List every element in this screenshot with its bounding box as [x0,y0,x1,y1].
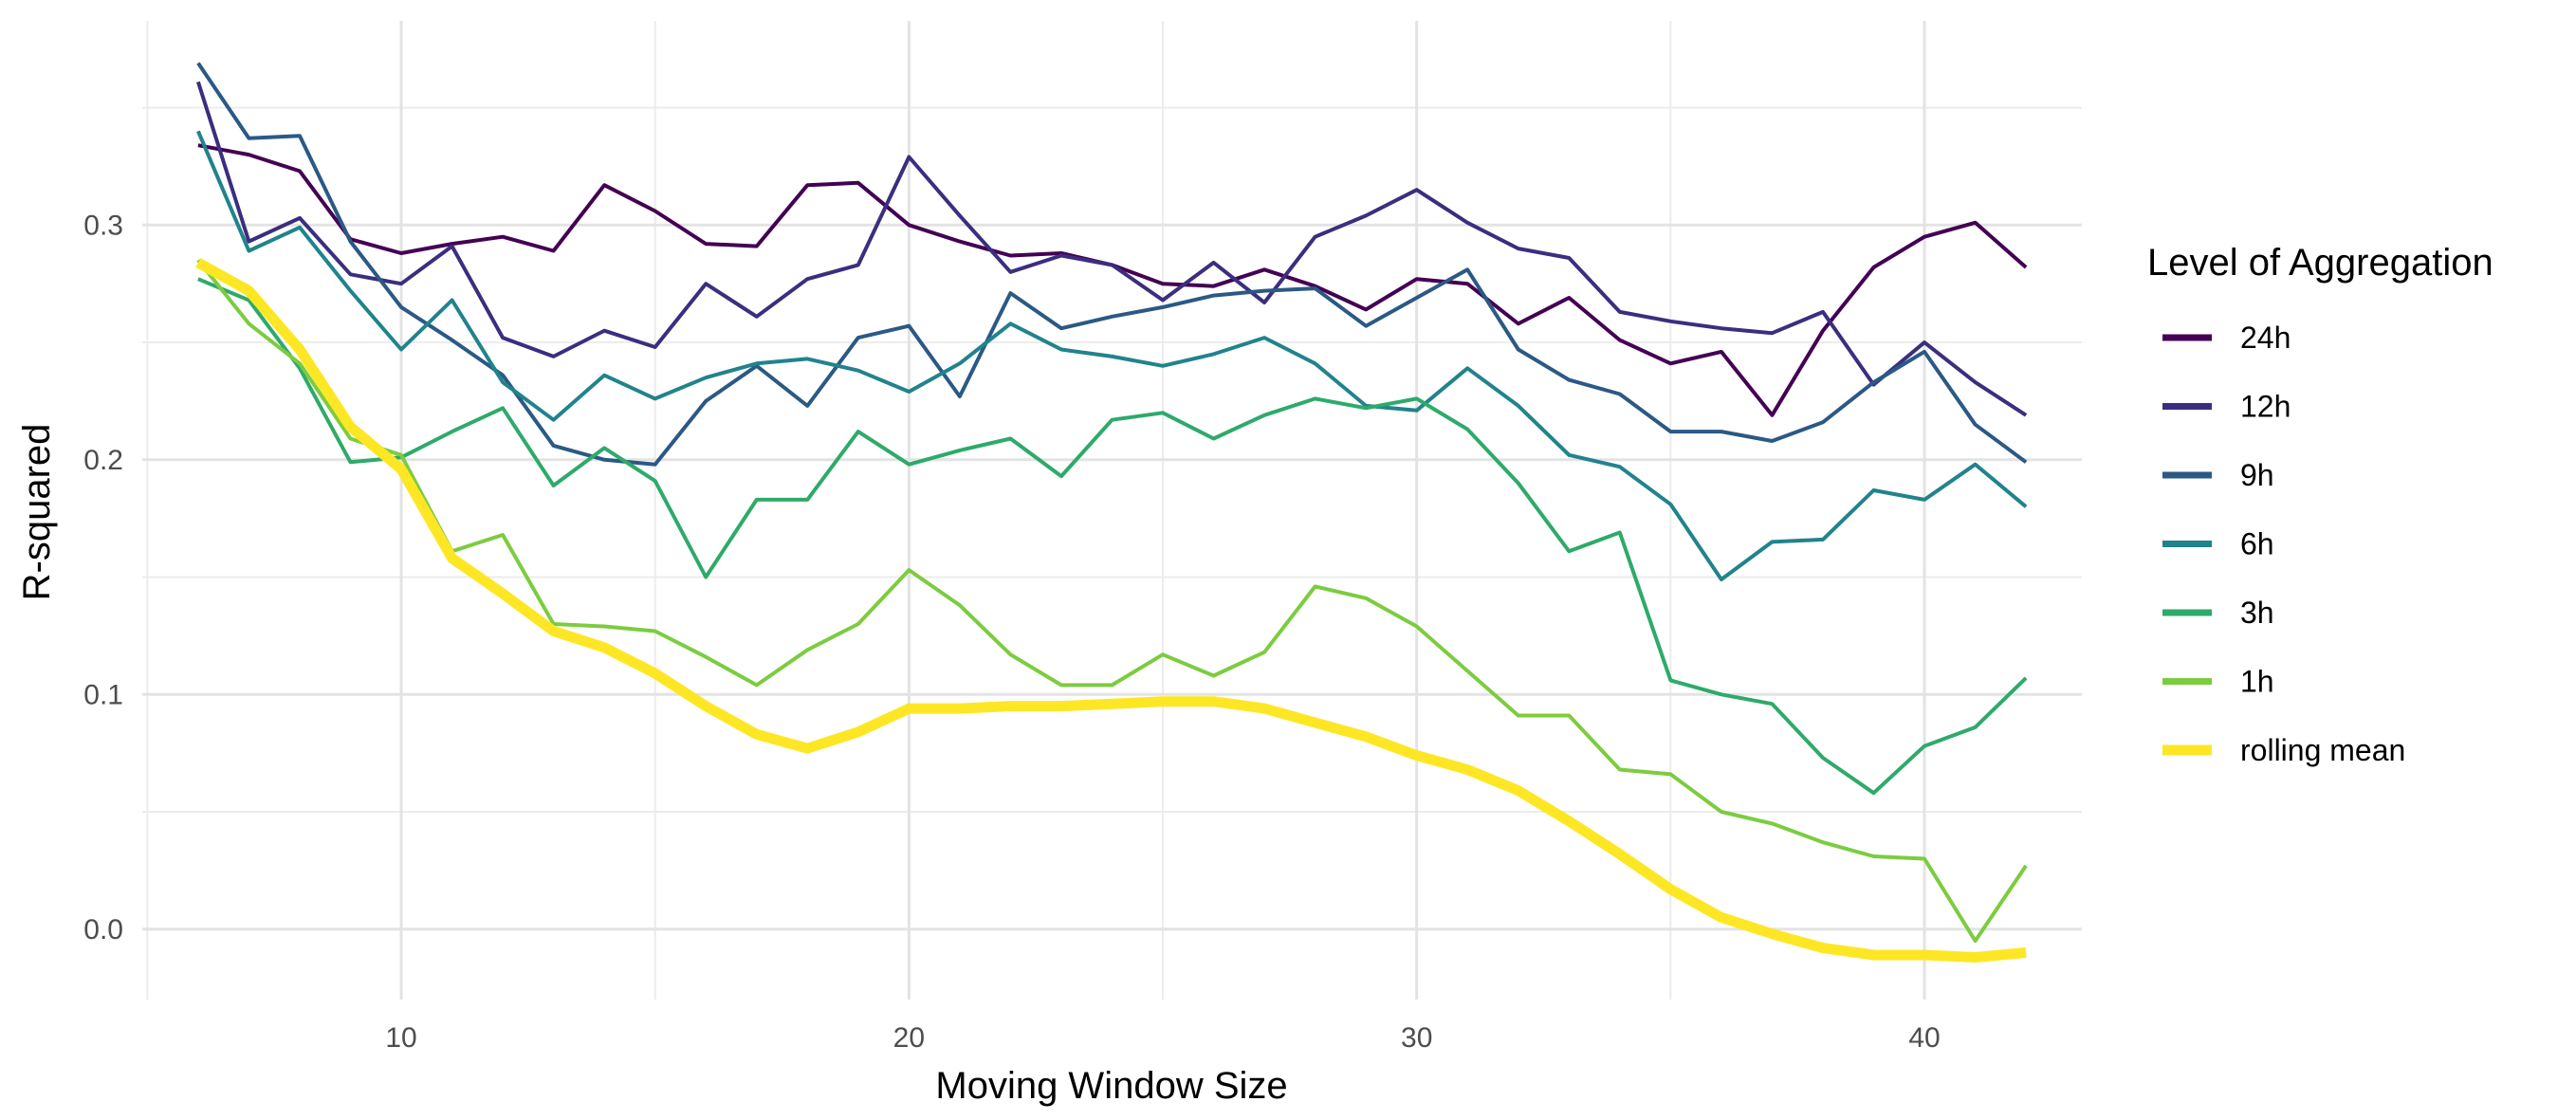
y-axis-title: R-squared [16,424,58,601]
legend-label-1h: 1h [2240,665,2274,699]
minor-gridlines [142,21,2082,1000]
legend-label-12h: 12h [2240,390,2291,424]
series-line-6h [196,130,2028,581]
x-axis-tick-labels: 10 20 30 40 [385,1022,1940,1054]
x-tick-label: 10 [385,1022,416,1054]
legend-label-9h: 9h [2240,458,2274,492]
major-gridlines [142,21,2082,1000]
series-line-1h [196,259,2028,944]
y-tick-label: 0.0 [83,914,123,946]
x-tick-label: 30 [1401,1022,1432,1054]
x-axis-title: Moving Window Size [935,1065,1287,1107]
legend-label-24h: 24h [2240,321,2291,355]
series-line-9h [196,62,2028,467]
series-line-rolling-mean [195,258,2027,963]
y-tick-label: 0.2 [83,445,123,476]
series-line-3h [197,277,2028,796]
y-tick-label: 0.1 [83,679,123,710]
legend: Level of Aggregation 24h 12h 9h 6h 3h 1h rolli… [2147,242,2493,767]
legend-title: Level of Aggregation [2147,242,2493,284]
y-tick-label: 0.3 [83,210,123,241]
series-lines [195,62,2028,963]
legend-items: 24h 12h 9h 6h 3h 1h rolling mean [2162,321,2405,767]
series-line-12h [195,81,2028,417]
legend-label-3h: 3h [2240,596,2274,630]
legend-label-6h: 6h [2240,527,2274,561]
legend-label-rolling-mean: rolling mean [2240,733,2405,767]
x-tick-label: 20 [893,1022,925,1054]
y-axis-tick-labels: 0.0 0.1 0.2 0.3 [83,210,123,945]
x-tick-label: 40 [1908,1022,1940,1054]
